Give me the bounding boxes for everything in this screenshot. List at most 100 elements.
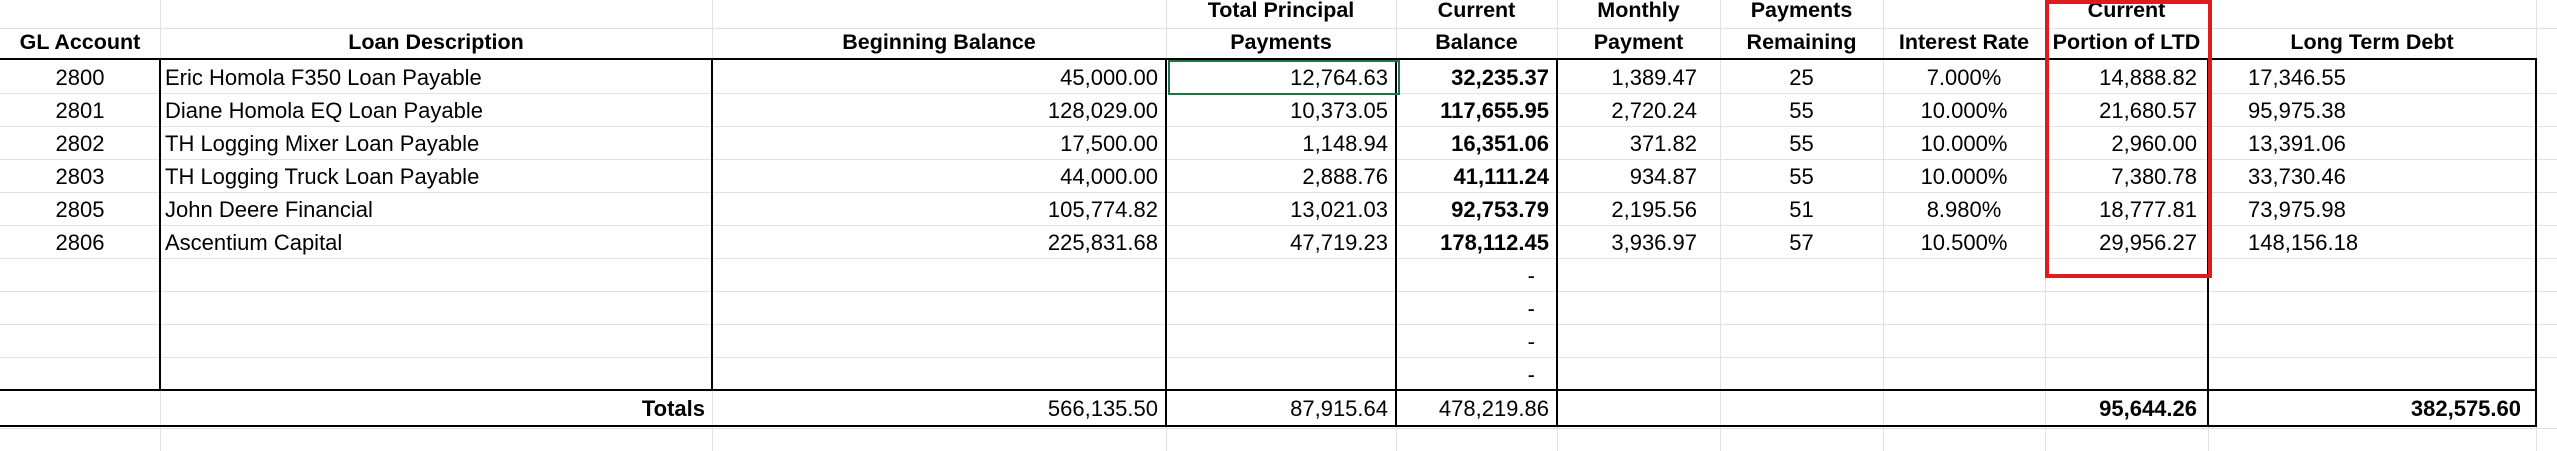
cell-loan-description[interactable]: John Deere Financial <box>165 197 373 222</box>
cell-payments-remaining[interactable]: 51 <box>1789 197 1814 222</box>
cell-current-portion-ltd[interactable]: 18,777.81 <box>2099 197 2197 222</box>
cell-current-balance[interactable]: 92,753.79 <box>1451 197 1549 222</box>
cell-payments-remaining[interactable]: 55 <box>1789 164 1814 189</box>
cell-total-principal[interactable]: 12,764.63 <box>1290 65 1388 90</box>
cell-monthly-payment[interactable]: 2,195.56 <box>1611 197 1697 222</box>
cell-total-principal[interactable]: 1,148.94 <box>1302 131 1388 156</box>
dash-text: - <box>1527 329 1535 354</box>
cell-long-term-debt[interactable]: 33,730.46 <box>2248 164 2346 189</box>
cell-loan-description[interactable]: Diane Homola EQ Loan Payable <box>165 98 483 123</box>
cell-monthly-payment[interactable]: 934.87 <box>1629 164 1697 189</box>
cell-interest-rate[interactable]: 10.000% <box>1920 131 2008 156</box>
cell-payments-remaining[interactable]: 25 <box>1789 65 1814 90</box>
cell-current-portion-ltd[interactable]: 14,888.82 <box>2099 65 2197 90</box>
totals-beginning-balance[interactable]: 566,135.50 <box>1047 396 1158 421</box>
cell-interest-rate[interactable]: 10.000% <box>1920 98 2008 123</box>
header-beginning-balance[interactable]: Beginning Balance <box>842 30 1036 54</box>
header-current-portion-ltd-line2[interactable]: Portion of LTD <box>2052 30 2201 54</box>
header-total-principal-line2[interactable]: Payments <box>1230 30 1332 54</box>
cell-current-portion-ltd[interactable]: 7,380.78 <box>2111 164 2197 189</box>
header-monthly-payment[interactable]: Monthly <box>1597 0 1680 22</box>
header-loan-description[interactable]: Loan Description <box>348 30 524 54</box>
header-gl-account[interactable]: GL Account <box>19 30 141 54</box>
cell-gl-account[interactable]: 2802 <box>55 131 105 156</box>
header-monthly-payment-line2[interactable]: Payment <box>1593 30 1684 54</box>
cell-payments-remaining[interactable]: 55 <box>1789 98 1814 123</box>
gridline <box>0 159 2557 160</box>
cell-interest-rate[interactable]: 10.000% <box>1920 164 2008 189</box>
cell-current-portion-ltd[interactable]: 21,680.57 <box>2099 98 2197 123</box>
header-current-balance[interactable]: Current <box>1437 0 1516 22</box>
totals-total-principal[interactable]: 87,915.64 <box>1290 396 1388 421</box>
cell-payments-remaining[interactable]: 55 <box>1789 131 1814 156</box>
cell-gl-account[interactable]: 2805 <box>55 197 105 222</box>
cell-total-principal[interactable]: 10,373.05 <box>1290 98 1388 123</box>
cell-current-balance[interactable]: 32,235.37 <box>1451 65 1549 90</box>
cell-beginning-balance[interactable]: 44,000.00 <box>1060 164 1158 189</box>
cell-current-balance[interactable]: 178,112.45 <box>1440 230 1549 255</box>
cell-total-principal[interactable]: 2,888.76 <box>1302 164 1388 189</box>
cell-interest-rate[interactable]: 10.500% <box>1920 230 2008 255</box>
cell-interest-rate[interactable]: 8.980% <box>1926 197 2002 222</box>
cell-gl-account[interactable]: 2800 <box>55 65 105 90</box>
cell-current-balance-empty[interactable]: - <box>1396 326 1549 358</box>
cell-beginning-balance[interactable]: 45,000.00 <box>1060 65 1158 90</box>
gridline <box>0 357 2557 358</box>
header-payments-remaining[interactable]: Payments <box>1750 0 1853 22</box>
gridline <box>0 258 2557 259</box>
cell-total-principal[interactable]: 13,021.03 <box>1290 197 1388 222</box>
cell-payments-remaining[interactable]: 57 <box>1789 230 1814 255</box>
cell-monthly-payment[interactable]: 3,936.97 <box>1611 230 1697 255</box>
header-total-principal[interactable]: Total Principal <box>1207 0 1355 22</box>
cell-monthly-payment[interactable]: 371.82 <box>1629 131 1697 156</box>
cell-gl-account[interactable]: 2806 <box>55 230 105 255</box>
gridline <box>0 324 2557 325</box>
cell-loan-description[interactable]: TH Logging Mixer Loan Payable <box>165 131 480 156</box>
cell-current-portion-ltd[interactable]: 29,956.27 <box>2099 230 2197 255</box>
cell-monthly-payment[interactable]: 2,720.24 <box>1611 98 1697 123</box>
gridline <box>0 126 2557 127</box>
cell-gl-account[interactable]: 2803 <box>55 164 105 189</box>
cell-beginning-balance[interactable]: 17,500.00 <box>1060 131 1158 156</box>
dash-text: - <box>1527 263 1535 288</box>
dash-text: - <box>1527 296 1535 321</box>
cell-long-term-debt[interactable]: 73,975.98 <box>2248 197 2346 222</box>
cell-beginning-balance[interactable]: 225,831.68 <box>1047 230 1158 255</box>
totals-current-balance[interactable]: 478,219.86 <box>1438 396 1549 421</box>
cell-current-balance[interactable]: 41,111.24 <box>1453 164 1549 189</box>
header-current-portion-ltd[interactable]: Current <box>2087 0 2166 22</box>
header-bottom-border <box>0 58 2536 60</box>
header-current-balance-line2[interactable]: Balance <box>1435 30 1518 54</box>
cell-monthly-payment[interactable]: 1,389.47 <box>1611 65 1697 90</box>
cell-long-term-debt[interactable]: 95,975.38 <box>2248 98 2346 123</box>
cell-current-portion-ltd[interactable]: 2,960.00 <box>2111 131 2197 156</box>
totals-current-portion-ltd[interactable]: 95,644.26 <box>2099 396 2197 421</box>
cell-loan-description[interactable]: Ascentium Capital <box>165 230 343 255</box>
cell-interest-rate[interactable]: 7.000% <box>1926 65 2002 90</box>
header-interest-rate[interactable]: Interest Rate <box>1898 30 2030 54</box>
cell-current-balance[interactable]: 16,351.06 <box>1451 131 1549 156</box>
header-long-term-debt[interactable]: Long Term Debt <box>2290 30 2454 54</box>
cell-loan-description[interactable]: TH Logging Truck Loan Payable <box>165 164 480 189</box>
cell-total-principal[interactable]: 47,719.23 <box>1290 230 1388 255</box>
cell-current-balance-empty[interactable]: - <box>1396 260 1549 292</box>
gridline <box>0 192 2557 193</box>
cell-current-balance-empty[interactable]: - <box>1396 293 1549 325</box>
totals-bottom-border <box>0 425 2536 427</box>
highlight-box <box>2045 0 2212 278</box>
totals-long-term-debt[interactable]: 382,575.60 <box>2410 396 2521 421</box>
header-payments-remaining-line2[interactable]: Remaining <box>1746 30 1857 54</box>
cell-loan-description[interactable]: Eric Homola F350 Loan Payable <box>165 65 482 90</box>
cell-long-term-debt[interactable]: 148,156.18 <box>2248 230 2359 255</box>
column-border <box>711 58 713 391</box>
cell-beginning-balance[interactable]: 128,029.00 <box>1047 98 1158 123</box>
cell-long-term-debt[interactable]: 13,391.06 <box>2248 131 2346 156</box>
cell-beginning-balance[interactable]: 105,774.82 <box>1047 197 1158 222</box>
column-border <box>159 58 161 391</box>
cell-long-term-debt[interactable]: 17,346.55 <box>2248 65 2346 90</box>
totals-label[interactable]: Totals <box>641 396 705 421</box>
cell-current-balance-empty[interactable]: - <box>1396 359 1549 391</box>
cell-current-balance[interactable]: 117,655.95 <box>1440 98 1549 123</box>
cell-gl-account[interactable]: 2801 <box>55 98 105 123</box>
